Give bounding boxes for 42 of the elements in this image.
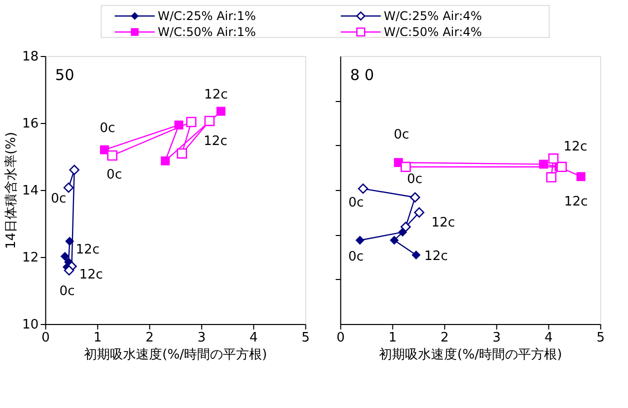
x-axis-title: 初期吸水速度(%/時間の平方根) — [379, 346, 562, 362]
annotation: 12c — [204, 87, 228, 102]
annotation: 12c — [424, 248, 448, 264]
y-tick-label: 10 — [22, 318, 39, 332]
legend-label: W/C:50% Air:4% — [384, 25, 482, 39]
x-tick-label: 0 — [336, 330, 345, 346]
x-tick-label: 2 — [440, 330, 449, 346]
annotation: 12c — [76, 242, 100, 258]
legend-label: W/C:25% Air:4% — [384, 9, 482, 23]
x-tick-label: 0 — [42, 330, 50, 346]
legend-label: W/C:50% Air:1% — [158, 25, 256, 39]
annotation: 8 0 — [350, 66, 374, 84]
y-tick-label: 18 — [22, 50, 39, 64]
annotation: 0c — [100, 120, 116, 136]
annotation: 0c — [348, 249, 364, 264]
annotation: 0c — [406, 172, 422, 187]
x-tick-label: 4 — [544, 330, 553, 346]
x-axis-title: 初期吸水速度(%/時間の平方根) — [84, 346, 268, 362]
x-tick-label: 1 — [388, 330, 397, 346]
annotation: 50 — [55, 66, 74, 84]
x-tick-label: 3 — [492, 330, 501, 346]
annotation: 12c — [564, 194, 588, 210]
x-tick-label: 5 — [596, 330, 605, 346]
annotation: 12c — [564, 140, 588, 155]
annotation: 0c — [348, 196, 364, 211]
annotation: 0c — [106, 167, 122, 182]
x-tick-label: 4 — [250, 330, 258, 346]
y-tick-label: 16 — [22, 116, 39, 132]
x-tick-label: 5 — [302, 330, 310, 346]
annotation: 12c — [431, 215, 456, 230]
annotation: 0c — [59, 284, 75, 300]
y-axis-title: 14日体積含水率(%) — [3, 132, 20, 250]
x-tick-label: 1 — [94, 330, 102, 346]
x-tick-label: 3 — [198, 330, 206, 346]
annotation: 12c — [79, 267, 103, 282]
y-tick-label: 12 — [22, 250, 39, 266]
annotation: 0c — [50, 192, 66, 207]
annotation: 0c — [394, 128, 410, 143]
legend-label: W/C:25% Air:1% — [158, 9, 256, 23]
y-tick-label: 14 — [22, 184, 39, 198]
annotation: 12c — [204, 134, 228, 149]
x-tick-label: 2 — [146, 330, 154, 346]
